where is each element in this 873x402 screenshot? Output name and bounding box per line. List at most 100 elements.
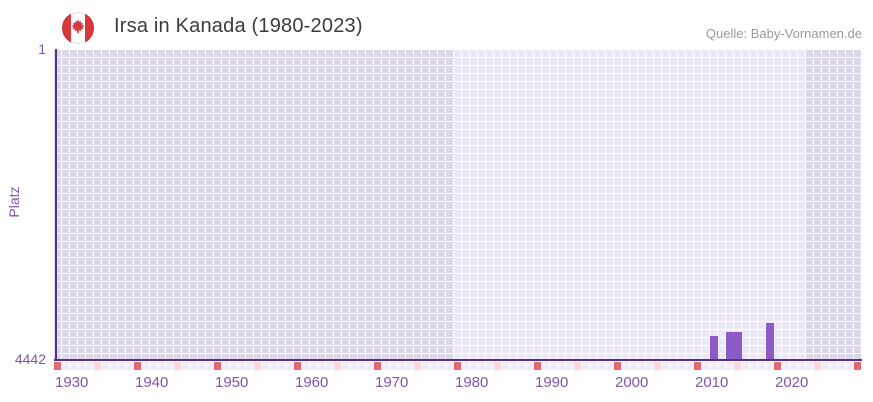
year-marker-1986 — [502, 362, 509, 370]
year-marker-2027 — [830, 362, 837, 370]
year-marker-2012 — [710, 362, 717, 370]
year-marker-1980 — [454, 362, 461, 370]
year-marker-1999 — [606, 362, 613, 370]
year-marker-1933 — [78, 362, 85, 370]
year-marker-1948 — [198, 362, 205, 370]
year-marker-2006 — [662, 362, 669, 370]
year-marker-1972 — [390, 362, 397, 370]
y-axis-label: Platz — [6, 186, 22, 218]
bar-2019[interactable] — [766, 323, 774, 360]
year-marker-2021 — [782, 362, 789, 370]
year-marker-2030 — [854, 362, 861, 370]
x-axis-tick-1950: 1950 — [215, 374, 249, 391]
year-marker-1938 — [118, 362, 125, 370]
year-marker-1993 — [558, 362, 565, 370]
year-marker-1976 — [422, 362, 429, 370]
year-marker-1941 — [142, 362, 149, 370]
year-marker-2001 — [622, 362, 629, 370]
year-marker-1990 — [534, 362, 541, 370]
year-marker-1946 — [182, 362, 189, 370]
year-marker-2023 — [798, 362, 805, 370]
grid-lines — [54, 50, 862, 360]
x-axis-tick-1940: 1940 — [135, 374, 169, 391]
year-marker-1930 — [54, 362, 61, 370]
x-axis-tick-2000: 2000 — [615, 374, 649, 391]
year-marker-2020 — [774, 362, 781, 370]
bar-2012[interactable] — [710, 336, 718, 360]
year-marker-2022 — [790, 362, 797, 370]
year-marker-1954 — [246, 362, 253, 370]
year-marker-1961 — [302, 362, 309, 370]
year-marker-1951 — [222, 362, 229, 370]
year-marker-1970 — [374, 362, 381, 370]
year-marker-1983 — [478, 362, 485, 370]
x-axis-tick-2020: 2020 — [775, 374, 809, 391]
year-marker-1964 — [326, 362, 333, 370]
year-marker-2010 — [694, 362, 701, 370]
year-marker-1963 — [318, 362, 325, 370]
year-marker-1982 — [470, 362, 477, 370]
year-marker-2028 — [838, 362, 845, 370]
year-marker-1974 — [406, 362, 413, 370]
year-marker-2016 — [742, 362, 749, 370]
year-marker-1952 — [230, 362, 237, 370]
year-marker-1991 — [542, 362, 549, 370]
canada-flag-icon — [62, 12, 94, 44]
year-marker-2004 — [646, 362, 653, 370]
x-axis-line — [54, 359, 862, 361]
x-axis-tick-1990: 1990 — [535, 374, 569, 391]
year-marker-1934 — [86, 362, 93, 370]
year-marker-1939 — [126, 362, 133, 370]
x-axis-tick-1960: 1960 — [295, 374, 329, 391]
year-marker-1987 — [510, 362, 517, 370]
x-axis-tick-1970: 1970 — [375, 374, 409, 391]
year-marker-1981 — [462, 362, 469, 370]
x-axis-tick-1980: 1980 — [455, 374, 489, 391]
year-marker-1975 — [414, 362, 421, 370]
year-marker-2025 — [814, 362, 821, 370]
year-marker-1967 — [350, 362, 357, 370]
year-marker-1973 — [398, 362, 405, 370]
year-marker-1997 — [590, 362, 597, 370]
year-marker-2018 — [758, 362, 765, 370]
year-marker-1989 — [526, 362, 533, 370]
year-marker-1984 — [486, 362, 493, 370]
year-marker-1955 — [254, 362, 261, 370]
year-marker-2014 — [726, 362, 733, 370]
year-marker-1998 — [598, 362, 605, 370]
y-axis-tick-bottom: 4442 — [14, 351, 46, 367]
year-marker-1977 — [430, 362, 437, 370]
bar-2015[interactable] — [734, 332, 742, 360]
year-marker-2024 — [806, 362, 813, 370]
year-marker-1966 — [342, 362, 349, 370]
year-marker-1959 — [286, 362, 293, 370]
year-marker-1962 — [310, 362, 317, 370]
y-axis-tick-top: 1 — [38, 41, 46, 57]
year-marker-1956 — [262, 362, 269, 370]
bar-2014[interactable] — [726, 332, 734, 360]
year-marker-1988 — [518, 362, 525, 370]
year-marker-1968 — [358, 362, 365, 370]
year-marker-1950 — [214, 362, 221, 370]
x-axis-tick-1930: 1930 — [55, 374, 89, 391]
plot-area — [54, 50, 862, 360]
year-marker-1947 — [190, 362, 197, 370]
year-marker-1957 — [270, 362, 277, 370]
year-marker-1943 — [158, 362, 165, 370]
year-marker-2017 — [750, 362, 757, 370]
year-marker-2002 — [630, 362, 637, 370]
source-attribution: Quelle: Baby-Vornamen.de — [705, 26, 862, 41]
year-marker-1932 — [70, 362, 77, 370]
year-marker-1995 — [574, 362, 581, 370]
year-marker-1944 — [166, 362, 173, 370]
year-marker-1942 — [150, 362, 157, 370]
x-axis-tick-2010: 2010 — [695, 374, 729, 391]
year-marker-1945 — [174, 362, 181, 370]
year-marker-1978 — [438, 362, 445, 370]
year-marker-1937 — [110, 362, 117, 370]
year-marker-2015 — [734, 362, 741, 370]
year-marker-1979 — [446, 362, 453, 370]
year-marker-2008 — [678, 362, 685, 370]
year-marker-1971 — [382, 362, 389, 370]
